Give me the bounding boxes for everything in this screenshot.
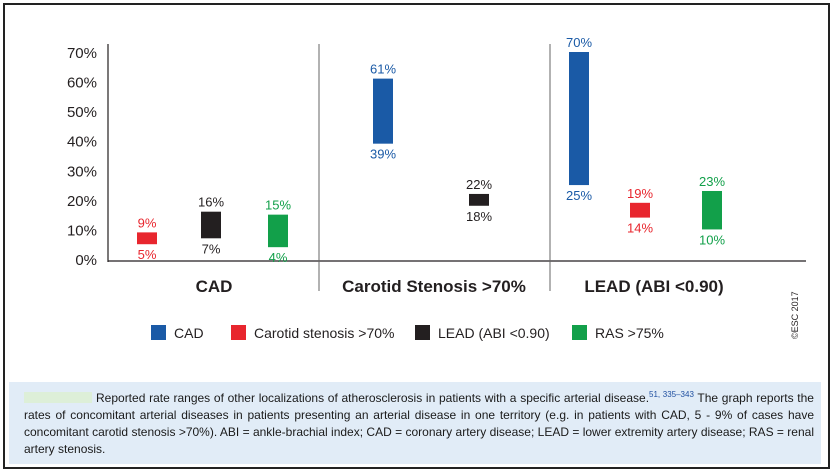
caption-text-after: The graph reports the rates of concomita… bbox=[24, 391, 814, 456]
data-label-high: 61% bbox=[370, 62, 396, 77]
y-tick-label: 50% bbox=[67, 104, 97, 121]
data-label-low: 14% bbox=[627, 221, 653, 236]
range-bar bbox=[268, 214, 288, 248]
data-label-high: 70% bbox=[566, 35, 592, 50]
y-tick-label: 10% bbox=[67, 222, 97, 239]
data-label-low: 25% bbox=[566, 188, 592, 203]
y-tick-label: 20% bbox=[67, 193, 97, 210]
range-bar bbox=[702, 190, 722, 230]
data-label-high: 9% bbox=[138, 215, 157, 230]
y-tick-label: 60% bbox=[67, 75, 97, 92]
range-bar-chart: 70% 60% 50% 40% 30% 20% 10% 0% 9% 5% 16% 7% 15% 4% CAD… bbox=[67, 35, 806, 341]
y-tick-label: 40% bbox=[67, 134, 97, 151]
data-label-high: 23% bbox=[699, 174, 725, 189]
legend-swatch bbox=[231, 325, 246, 340]
chart-panel: 70% 60% 50% 40% 30% 20% 10% 0% 9% 5% 16% 7% 15% 4% CAD… bbox=[9, 9, 821, 377]
legend-swatch bbox=[151, 325, 166, 340]
legend-swatch bbox=[572, 325, 587, 340]
data-label-high: 15% bbox=[265, 198, 291, 213]
figure-caption: Reported rate ranges of other localizati… bbox=[24, 390, 814, 458]
range-bar bbox=[201, 211, 221, 239]
data-label-low: 18% bbox=[466, 209, 492, 224]
x-category-label: Carotid Stenosis >70% bbox=[342, 277, 526, 296]
legend-label: CAD bbox=[174, 325, 204, 341]
y-tick-label: 30% bbox=[67, 163, 97, 180]
x-category-label: LEAD (ABI <0.90) bbox=[584, 277, 723, 296]
copyright-text: ©ESC 2017 bbox=[790, 291, 800, 339]
data-label-high: 19% bbox=[627, 186, 653, 201]
range-bar bbox=[630, 202, 650, 218]
legend-swatch bbox=[415, 325, 430, 340]
caption-text-before: Reported rate ranges of other localizati… bbox=[96, 391, 650, 405]
data-label-low: 7% bbox=[202, 241, 221, 256]
range-bar bbox=[373, 78, 393, 144]
figure-label-highlight bbox=[24, 392, 92, 403]
range-bar bbox=[137, 232, 157, 245]
y-tick-label: 0% bbox=[75, 252, 97, 269]
legend-label: Carotid stenosis >70% bbox=[254, 325, 394, 341]
data-label-high: 22% bbox=[466, 177, 492, 192]
range-bar bbox=[469, 193, 489, 206]
data-label-low: 39% bbox=[370, 147, 396, 162]
caption-panel: Reported rate ranges of other localizati… bbox=[9, 382, 821, 464]
legend-label: LEAD (ABI <0.90) bbox=[438, 325, 550, 341]
figure-frame: 70% 60% 50% 40% 30% 20% 10% 0% 9% 5% 16% 7% 15% 4% CAD… bbox=[3, 3, 830, 469]
caption-references: 51, 335–343 bbox=[649, 390, 694, 399]
data-label-low: 4% bbox=[269, 250, 288, 265]
range-bar bbox=[569, 52, 589, 186]
y-tick-label: 70% bbox=[67, 45, 97, 62]
data-label-low: 5% bbox=[138, 247, 157, 262]
legend-label: RAS >75% bbox=[595, 325, 664, 341]
data-label-low: 10% bbox=[699, 232, 725, 247]
data-label-high: 16% bbox=[198, 195, 224, 210]
x-category-label: CAD bbox=[196, 277, 233, 296]
